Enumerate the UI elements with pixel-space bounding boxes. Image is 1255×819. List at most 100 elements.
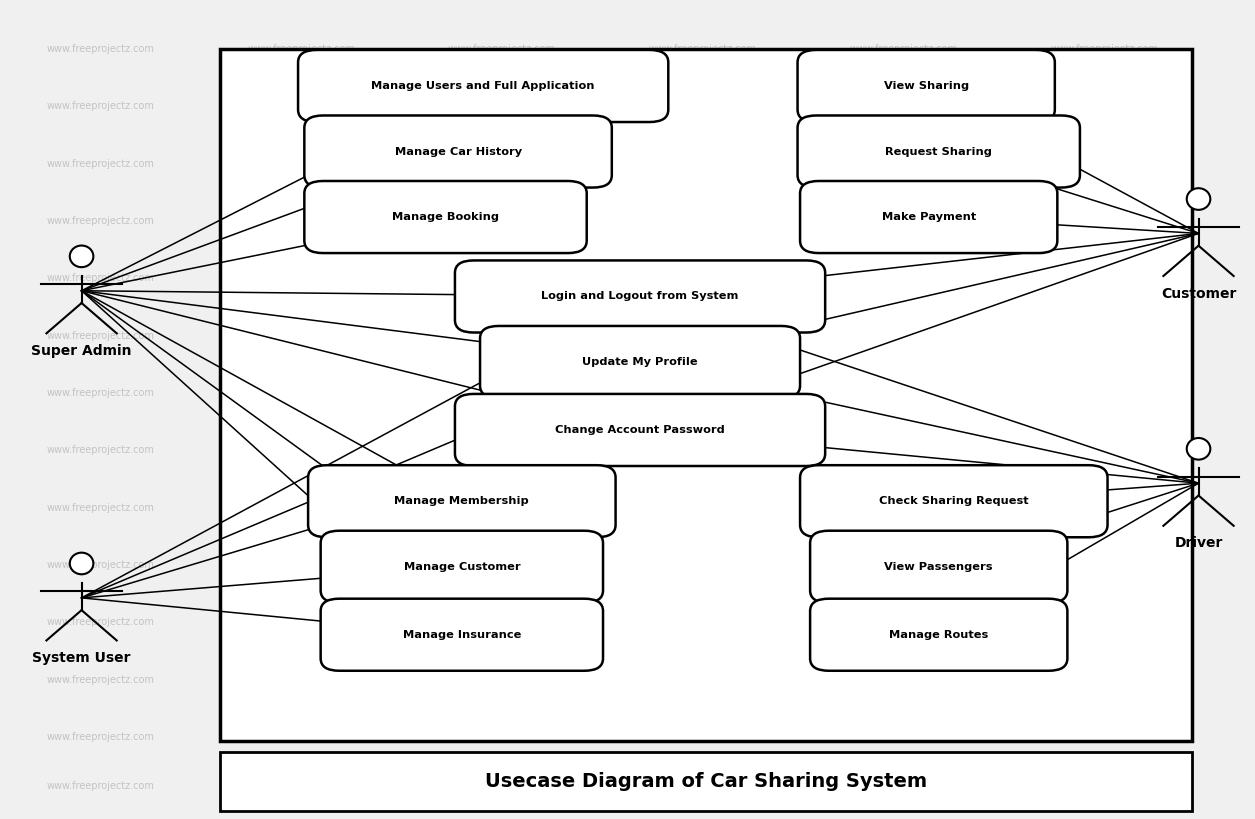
Text: www.freeprojectz.com: www.freeprojectz.com bbox=[448, 388, 556, 398]
Text: www.freeprojectz.com: www.freeprojectz.com bbox=[850, 44, 958, 54]
Text: www.freeprojectz.com: www.freeprojectz.com bbox=[850, 446, 958, 455]
Text: www.freeprojectz.com: www.freeprojectz.com bbox=[649, 388, 757, 398]
Text: www.freeprojectz.com: www.freeprojectz.com bbox=[247, 44, 355, 54]
Text: www.freeprojectz.com: www.freeprojectz.com bbox=[46, 331, 154, 341]
Text: www.freeprojectz.com: www.freeprojectz.com bbox=[850, 159, 958, 169]
FancyBboxPatch shape bbox=[309, 465, 615, 537]
Text: www.freeprojectz.com: www.freeprojectz.com bbox=[649, 446, 757, 455]
Text: www.freeprojectz.com: www.freeprojectz.com bbox=[448, 274, 556, 283]
Text: www.freeprojectz.com: www.freeprojectz.com bbox=[448, 102, 556, 111]
Text: www.freeprojectz.com: www.freeprojectz.com bbox=[649, 159, 757, 169]
Text: www.freeprojectz.com: www.freeprojectz.com bbox=[46, 446, 154, 455]
Text: www.freeprojectz.com: www.freeprojectz.com bbox=[649, 216, 757, 226]
Text: Manage Customer: Manage Customer bbox=[404, 562, 520, 572]
Text: www.freeprojectz.com: www.freeprojectz.com bbox=[448, 446, 556, 455]
FancyBboxPatch shape bbox=[299, 50, 669, 122]
Text: www.freeprojectz.com: www.freeprojectz.com bbox=[46, 388, 154, 398]
Text: www.freeprojectz.com: www.freeprojectz.com bbox=[46, 159, 154, 169]
FancyBboxPatch shape bbox=[454, 260, 826, 333]
Text: Update My Profile: Update My Profile bbox=[582, 357, 698, 367]
Text: www.freeprojectz.com: www.freeprojectz.com bbox=[247, 560, 355, 570]
Text: www.freeprojectz.com: www.freeprojectz.com bbox=[649, 560, 757, 570]
Text: www.freeprojectz.com: www.freeprojectz.com bbox=[46, 781, 154, 791]
Ellipse shape bbox=[1187, 188, 1210, 210]
Text: www.freeprojectz.com: www.freeprojectz.com bbox=[46, 560, 154, 570]
Text: Login and Logout from System: Login and Logout from System bbox=[541, 292, 739, 301]
Text: www.freeprojectz.com: www.freeprojectz.com bbox=[448, 216, 556, 226]
Text: www.freeprojectz.com: www.freeprojectz.com bbox=[649, 618, 757, 627]
FancyBboxPatch shape bbox=[479, 326, 801, 398]
FancyBboxPatch shape bbox=[811, 531, 1067, 603]
Text: www.freeprojectz.com: www.freeprojectz.com bbox=[247, 503, 355, 513]
FancyBboxPatch shape bbox=[220, 49, 1192, 741]
FancyBboxPatch shape bbox=[454, 394, 826, 466]
Text: Manage Insurance: Manage Insurance bbox=[403, 630, 521, 640]
Text: www.freeprojectz.com: www.freeprojectz.com bbox=[448, 732, 556, 742]
Text: Customer: Customer bbox=[1161, 287, 1236, 301]
Text: www.freeprojectz.com: www.freeprojectz.com bbox=[247, 216, 355, 226]
FancyBboxPatch shape bbox=[304, 181, 586, 253]
Text: Driver: Driver bbox=[1175, 536, 1222, 550]
FancyBboxPatch shape bbox=[801, 465, 1107, 537]
Text: www.freeprojectz.com: www.freeprojectz.com bbox=[850, 618, 958, 627]
Text: www.freeprojectz.com: www.freeprojectz.com bbox=[850, 781, 958, 791]
Text: www.freeprojectz.com: www.freeprojectz.com bbox=[1050, 446, 1158, 455]
Text: Manage Users and Full Application: Manage Users and Full Application bbox=[371, 81, 595, 91]
Text: www.freeprojectz.com: www.freeprojectz.com bbox=[448, 560, 556, 570]
Text: Manage Car History: Manage Car History bbox=[394, 147, 522, 156]
Text: www.freeprojectz.com: www.freeprojectz.com bbox=[247, 618, 355, 627]
Text: www.freeprojectz.com: www.freeprojectz.com bbox=[448, 675, 556, 685]
FancyBboxPatch shape bbox=[798, 115, 1079, 188]
Text: www.freeprojectz.com: www.freeprojectz.com bbox=[247, 274, 355, 283]
Text: www.freeprojectz.com: www.freeprojectz.com bbox=[850, 732, 958, 742]
FancyBboxPatch shape bbox=[811, 599, 1067, 671]
Text: www.freeprojectz.com: www.freeprojectz.com bbox=[46, 216, 154, 226]
Text: www.freeprojectz.com: www.freeprojectz.com bbox=[649, 274, 757, 283]
Text: www.freeprojectz.com: www.freeprojectz.com bbox=[850, 331, 958, 341]
Text: View Passengers: View Passengers bbox=[885, 562, 993, 572]
Ellipse shape bbox=[70, 246, 93, 267]
Text: www.freeprojectz.com: www.freeprojectz.com bbox=[448, 781, 556, 791]
Text: www.freeprojectz.com: www.freeprojectz.com bbox=[1050, 216, 1158, 226]
Text: www.freeprojectz.com: www.freeprojectz.com bbox=[1050, 274, 1158, 283]
Text: www.freeprojectz.com: www.freeprojectz.com bbox=[850, 503, 958, 513]
Text: www.freeprojectz.com: www.freeprojectz.com bbox=[1050, 44, 1158, 54]
Text: www.freeprojectz.com: www.freeprojectz.com bbox=[1050, 331, 1158, 341]
Text: www.freeprojectz.com: www.freeprojectz.com bbox=[1050, 560, 1158, 570]
FancyBboxPatch shape bbox=[798, 50, 1054, 122]
Text: Super Admin: Super Admin bbox=[31, 344, 132, 358]
Text: www.freeprojectz.com: www.freeprojectz.com bbox=[649, 102, 757, 111]
FancyBboxPatch shape bbox=[320, 599, 602, 671]
Text: www.freeprojectz.com: www.freeprojectz.com bbox=[1050, 618, 1158, 627]
Text: www.freeprojectz.com: www.freeprojectz.com bbox=[247, 732, 355, 742]
Text: View Sharing: View Sharing bbox=[884, 81, 969, 91]
Text: www.freeprojectz.com: www.freeprojectz.com bbox=[46, 274, 154, 283]
Text: www.freeprojectz.com: www.freeprojectz.com bbox=[46, 732, 154, 742]
Text: www.freeprojectz.com: www.freeprojectz.com bbox=[247, 388, 355, 398]
Text: www.freeprojectz.com: www.freeprojectz.com bbox=[247, 446, 355, 455]
Text: Manage Membership: Manage Membership bbox=[394, 496, 530, 506]
Ellipse shape bbox=[1187, 438, 1210, 459]
Text: Check Sharing Request: Check Sharing Request bbox=[878, 496, 1029, 506]
Text: www.freeprojectz.com: www.freeprojectz.com bbox=[448, 159, 556, 169]
Text: Change Account Password: Change Account Password bbox=[555, 425, 725, 435]
FancyBboxPatch shape bbox=[304, 115, 612, 188]
Text: www.freeprojectz.com: www.freeprojectz.com bbox=[1050, 102, 1158, 111]
Text: www.freeprojectz.com: www.freeprojectz.com bbox=[247, 159, 355, 169]
Text: www.freeprojectz.com: www.freeprojectz.com bbox=[649, 331, 757, 341]
Text: www.freeprojectz.com: www.freeprojectz.com bbox=[46, 102, 154, 111]
Text: www.freeprojectz.com: www.freeprojectz.com bbox=[850, 560, 958, 570]
Text: www.freeprojectz.com: www.freeprojectz.com bbox=[850, 274, 958, 283]
Text: www.freeprojectz.com: www.freeprojectz.com bbox=[448, 503, 556, 513]
Text: www.freeprojectz.com: www.freeprojectz.com bbox=[1050, 503, 1158, 513]
Text: Make Payment: Make Payment bbox=[881, 212, 976, 222]
Text: www.freeprojectz.com: www.freeprojectz.com bbox=[850, 675, 958, 685]
Text: www.freeprojectz.com: www.freeprojectz.com bbox=[1050, 388, 1158, 398]
Text: www.freeprojectz.com: www.freeprojectz.com bbox=[46, 618, 154, 627]
Text: Manage Routes: Manage Routes bbox=[889, 630, 989, 640]
Text: www.freeprojectz.com: www.freeprojectz.com bbox=[247, 781, 355, 791]
Text: www.freeprojectz.com: www.freeprojectz.com bbox=[649, 503, 757, 513]
Text: www.freeprojectz.com: www.freeprojectz.com bbox=[46, 503, 154, 513]
Text: www.freeprojectz.com: www.freeprojectz.com bbox=[1050, 732, 1158, 742]
Text: Usecase Diagram of Car Sharing System: Usecase Diagram of Car Sharing System bbox=[484, 771, 927, 791]
